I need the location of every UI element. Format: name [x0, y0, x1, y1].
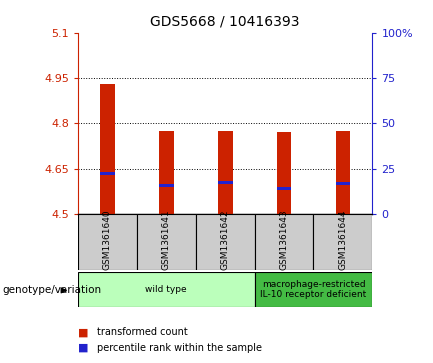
- Text: GSM1361643: GSM1361643: [280, 209, 288, 270]
- Bar: [255, 214, 313, 270]
- Bar: [196, 214, 255, 270]
- Bar: [159, 131, 174, 214]
- Bar: [218, 131, 233, 214]
- Bar: [78, 272, 255, 307]
- Text: macrophage-restricted
IL-10 receptor deficient: macrophage-restricted IL-10 receptor def…: [260, 280, 367, 299]
- Bar: [100, 172, 115, 175]
- Text: ■: ■: [78, 327, 88, 337]
- Bar: [100, 84, 115, 214]
- Bar: [218, 181, 233, 184]
- Text: genotype/variation: genotype/variation: [2, 285, 101, 295]
- Text: percentile rank within the sample: percentile rank within the sample: [97, 343, 262, 353]
- Text: GSM1361640: GSM1361640: [103, 209, 112, 270]
- Bar: [255, 272, 372, 307]
- Bar: [159, 184, 174, 187]
- Bar: [336, 183, 350, 185]
- Bar: [277, 132, 291, 214]
- Text: GSM1361644: GSM1361644: [339, 209, 347, 270]
- Bar: [137, 214, 196, 270]
- Text: wild type: wild type: [145, 285, 187, 294]
- Bar: [313, 214, 372, 270]
- Text: GSM1361641: GSM1361641: [162, 209, 171, 270]
- Bar: [336, 131, 350, 214]
- Bar: [78, 214, 137, 270]
- Text: ■: ■: [78, 343, 88, 353]
- Text: transformed count: transformed count: [97, 327, 188, 337]
- Bar: [277, 187, 291, 190]
- Title: GDS5668 / 10416393: GDS5668 / 10416393: [150, 15, 300, 29]
- Text: GSM1361642: GSM1361642: [221, 209, 229, 270]
